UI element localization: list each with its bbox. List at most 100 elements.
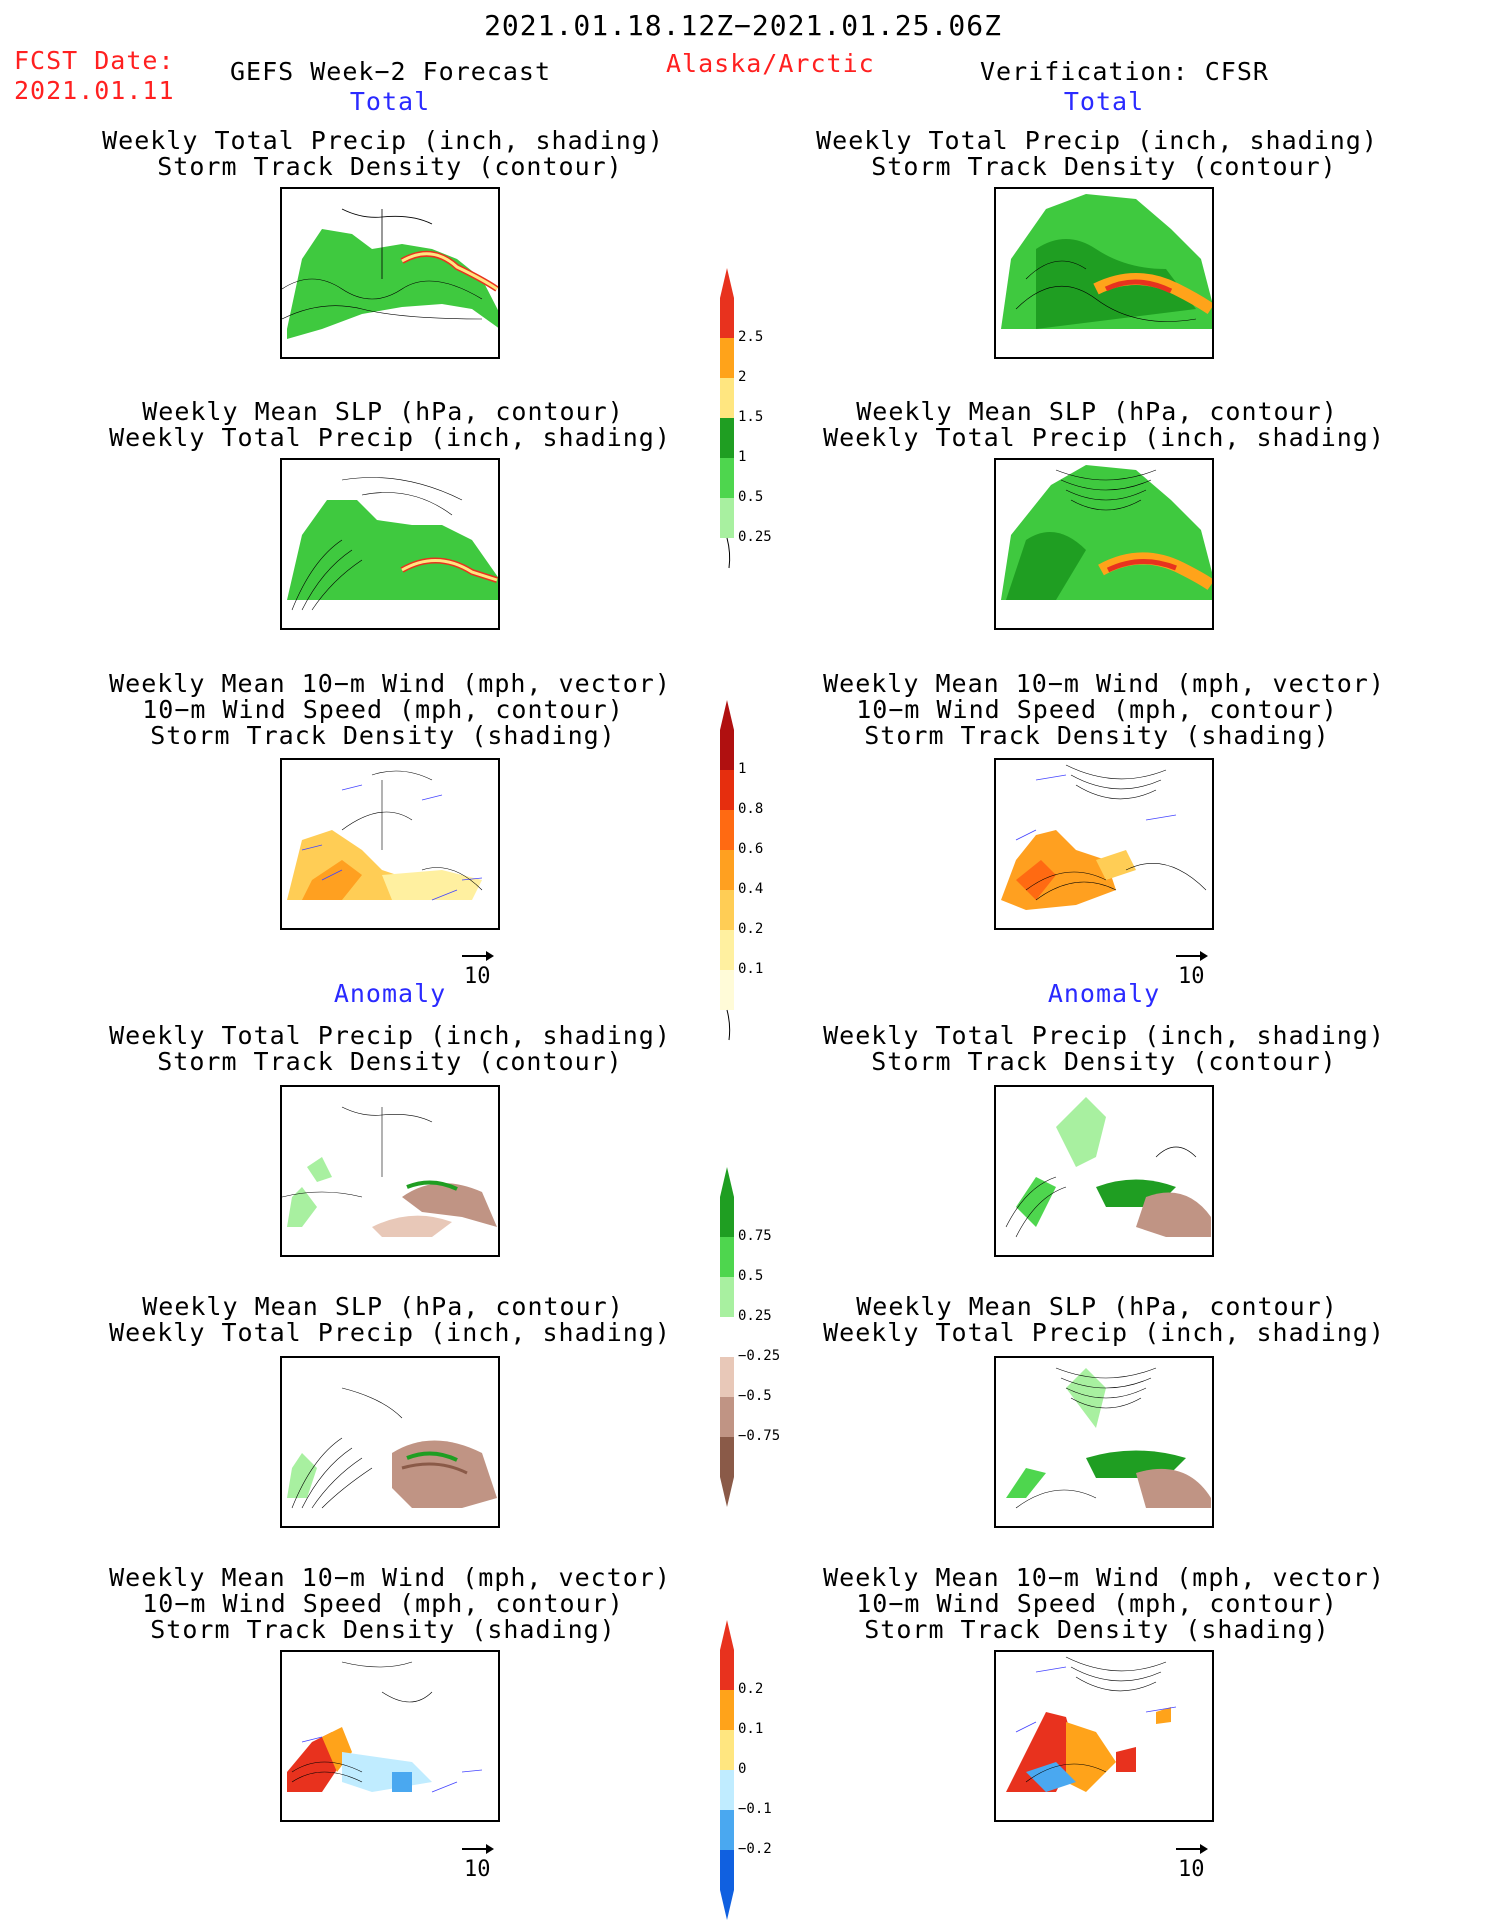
- vector-ref-value: 10: [464, 964, 491, 989]
- colorbar-tick-label: 0.2: [738, 1681, 764, 1697]
- colorbar-swatch: [720, 1277, 734, 1317]
- vector-arrow-icon: [1176, 1843, 1210, 1855]
- vector-ref-value: 10: [1178, 1857, 1205, 1882]
- left-r3-vector-ref: 10: [462, 950, 496, 989]
- colorbar-top-arrow: [720, 700, 734, 730]
- vector-arrow-icon: [462, 950, 496, 962]
- colorbar-swatch: [720, 1650, 734, 1690]
- period-title: 2021.01.18.12Z−2021.01.25.06Z: [484, 9, 1002, 42]
- colorbar-tick-label: −0.1: [738, 1801, 772, 1817]
- colorbar-swatch: [720, 1770, 734, 1810]
- colorbar-swatch: [720, 930, 734, 970]
- left-r2-title-2: Weekly Total Precip (inch, shading): [109, 423, 671, 452]
- anomaly-left-heading: Anomaly: [333, 979, 447, 1008]
- colorbar-swatch: [720, 1437, 734, 1477]
- left-r1-title-2: Storm Track Density (contour): [157, 152, 623, 181]
- colorbar-swatch: [720, 1237, 734, 1277]
- colorbar-tick-label: 0.5: [738, 489, 764, 505]
- right-r3-title-3: Storm Track Density (shading): [864, 721, 1330, 750]
- colorbar-tick-label: −0.5: [738, 1388, 772, 1404]
- left-r2-title-1: Weekly Mean SLP (hPa, contour): [142, 397, 624, 426]
- colorbar-swatch: [720, 298, 734, 338]
- map-verify-anomaly-wind-track: [994, 1650, 1214, 1822]
- right-r5-title-1: Weekly Mean SLP (hPa, contour): [856, 1292, 1338, 1321]
- colorbar-tick-label: −0.75: [738, 1428, 781, 1444]
- colorbar-swatch: [720, 1397, 734, 1437]
- colorbar-swatch: [720, 338, 734, 378]
- colorbar-tick-label: 0: [738, 1761, 747, 1777]
- right-r6-title-2: 10−m Wind Speed (mph, contour): [856, 1589, 1338, 1618]
- left-r5-title-2: Weekly Total Precip (inch, shading): [109, 1318, 671, 1347]
- colorbar-bottom-line: [726, 537, 731, 569]
- total-right-heading: Total: [1063, 87, 1145, 116]
- vector-arrow-icon: [1176, 950, 1210, 962]
- right-r4-title-2: Storm Track Density (contour): [871, 1047, 1337, 1076]
- colorbar-swatch: [720, 810, 734, 850]
- colorbar-swatch: [720, 378, 734, 418]
- map-forecast-slp-precip: [280, 458, 500, 630]
- right-r1-title-1: Weekly Total Precip (inch, shading): [816, 126, 1378, 155]
- colorbar-swatch: [720, 1730, 734, 1770]
- colorbar-swatch: [720, 1357, 734, 1397]
- vector-ref-value: 10: [464, 1857, 491, 1882]
- colorbar-tick-label: 0.5: [738, 1268, 764, 1284]
- colorbar-tick-label: 0.6: [738, 841, 764, 857]
- left-r4-title-1: Weekly Total Precip (inch, shading): [109, 1021, 671, 1050]
- right-r5-title-2: Weekly Total Precip (inch, shading): [823, 1318, 1385, 1347]
- colorbar-swatch: [720, 498, 734, 538]
- left-r5-title-1: Weekly Mean SLP (hPa, contour): [142, 1292, 624, 1321]
- region-label: Alaska/Arctic: [666, 49, 875, 78]
- verification-label: Verification: CFSR: [980, 57, 1269, 86]
- right-r3-title-2: 10−m Wind Speed (mph, contour): [856, 695, 1338, 724]
- colorbar-tick-label: 0.25: [738, 1308, 772, 1324]
- colorbar-swatch: [720, 770, 734, 810]
- map-forecast-total-precip-track: [280, 187, 500, 359]
- colorbar-tick-label: −0.25: [738, 1348, 781, 1364]
- colorbar-tick-label: 2: [738, 369, 747, 385]
- vector-ref-value: 10: [1178, 964, 1205, 989]
- anomaly-right-heading: Anomaly: [1047, 979, 1161, 1008]
- right-r2-title-2: Weekly Total Precip (inch, shading): [823, 423, 1385, 452]
- left-r3-title-2: 10−m Wind Speed (mph, contour): [142, 695, 624, 724]
- left-r3-title-3: Storm Track Density (shading): [150, 721, 616, 750]
- right-r4-title-1: Weekly Total Precip (inch, shading): [823, 1021, 1385, 1050]
- fcst-date-label: FCST Date:: [14, 46, 175, 75]
- colorbar-swatch: [720, 1317, 734, 1357]
- map-verify-anomaly-precip-track: [994, 1085, 1214, 1257]
- colorbar-bottom-arrow: [720, 1890, 734, 1920]
- left-r6-title-3: Storm Track Density (shading): [150, 1615, 616, 1644]
- left-r6-vector-ref: 10: [462, 1843, 496, 1882]
- map-forecast-wind-track: [280, 758, 500, 930]
- colorbar-bottom-arrow: [720, 1477, 734, 1507]
- colorbar-tick-label: 1: [738, 761, 747, 777]
- colorbar-tick-label: 0.75: [738, 1228, 772, 1244]
- colorbar-swatch: [720, 850, 734, 890]
- right-r2-title-1: Weekly Mean SLP (hPa, contour): [856, 397, 1338, 426]
- colorbar-bottom-line: [726, 1009, 731, 1041]
- colorbar-top-arrow: [720, 1167, 734, 1197]
- left-r3-title-1: Weekly Mean 10−m Wind (mph, vector): [109, 669, 671, 698]
- colorbar-tick-label: 2.5: [738, 329, 764, 345]
- fcst-date-value: 2021.01.11: [14, 76, 175, 105]
- right-r6-vector-ref: 10: [1176, 1843, 1210, 1882]
- right-r1-title-2: Storm Track Density (contour): [871, 152, 1337, 181]
- vector-arrow-icon: [462, 1843, 496, 1855]
- map-forecast-anomaly-wind-track: [280, 1650, 500, 1822]
- map-forecast-anomaly-precip-track: [280, 1085, 500, 1257]
- colorbar-swatch: [720, 1810, 734, 1850]
- map-verify-slp-precip: [994, 458, 1214, 630]
- colorbar-swatch: [720, 1690, 734, 1730]
- colorbar-tick-label: 0.2: [738, 921, 764, 937]
- left-r1-title-1: Weekly Total Precip (inch, shading): [102, 126, 664, 155]
- colorbar-swatch: [720, 418, 734, 458]
- map-verify-wind-track: [994, 758, 1214, 930]
- colorbar-top-arrow: [720, 1620, 734, 1650]
- colorbar-top-arrow: [720, 268, 734, 298]
- right-r3-title-1: Weekly Mean 10−m Wind (mph, vector): [823, 669, 1385, 698]
- colorbar-swatch: [720, 1850, 734, 1890]
- colorbar-tick-label: 0.8: [738, 801, 764, 817]
- colorbar-tick-label: 1: [738, 449, 747, 465]
- colorbar-tick-label: −0.2: [738, 1841, 772, 1857]
- left-r6-title-2: 10−m Wind Speed (mph, contour): [142, 1589, 624, 1618]
- right-r6-title-3: Storm Track Density (shading): [864, 1615, 1330, 1644]
